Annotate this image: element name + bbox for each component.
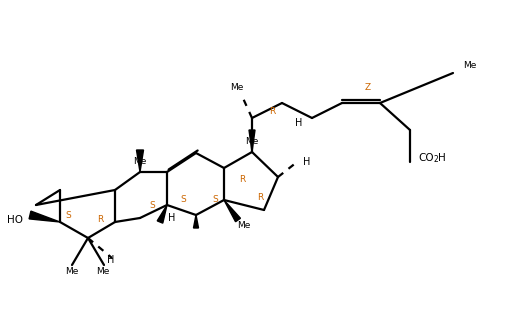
Text: Me: Me xyxy=(230,83,244,93)
Text: R: R xyxy=(269,107,275,117)
Text: HO: HO xyxy=(7,215,23,225)
Text: H: H xyxy=(303,157,311,167)
Polygon shape xyxy=(157,205,167,223)
Text: R: R xyxy=(239,175,245,185)
Text: CO: CO xyxy=(418,153,434,163)
Text: H: H xyxy=(295,118,302,128)
Text: Z: Z xyxy=(365,83,371,93)
Text: Me: Me xyxy=(96,267,110,277)
Polygon shape xyxy=(224,200,241,222)
Text: R: R xyxy=(257,193,263,203)
Text: S: S xyxy=(65,210,71,220)
Text: R: R xyxy=(97,215,103,225)
Text: Me: Me xyxy=(133,158,147,167)
Text: H: H xyxy=(438,153,446,163)
Text: H: H xyxy=(168,213,176,223)
Text: 2: 2 xyxy=(433,156,438,164)
Text: S: S xyxy=(180,196,186,204)
Polygon shape xyxy=(29,211,60,222)
Text: Me: Me xyxy=(237,220,251,230)
Text: H: H xyxy=(107,255,114,265)
Polygon shape xyxy=(193,215,199,228)
Text: Me: Me xyxy=(463,60,476,70)
Text: S: S xyxy=(212,196,218,204)
Text: Me: Me xyxy=(245,138,259,146)
Polygon shape xyxy=(249,130,255,152)
Text: Me: Me xyxy=(65,267,79,277)
Polygon shape xyxy=(136,150,143,172)
Text: S: S xyxy=(149,201,155,209)
